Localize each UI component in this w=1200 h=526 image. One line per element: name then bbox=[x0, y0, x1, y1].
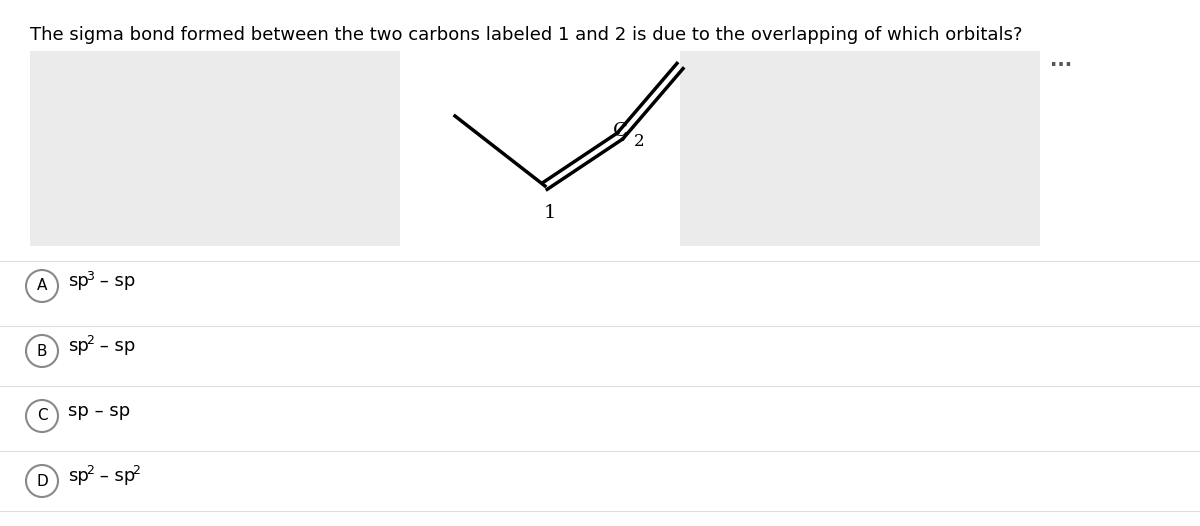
Text: 2: 2 bbox=[132, 464, 140, 478]
Text: sp: sp bbox=[68, 467, 89, 485]
Text: – sp: – sp bbox=[94, 337, 136, 355]
Text: – sp: – sp bbox=[94, 467, 136, 485]
Text: sp: sp bbox=[68, 337, 89, 355]
Text: B: B bbox=[37, 343, 47, 359]
Text: 3: 3 bbox=[86, 269, 94, 282]
Text: The sigma bond formed between the two carbons labeled 1 and 2 is due to the over: The sigma bond formed between the two ca… bbox=[30, 26, 1022, 44]
Text: sp: sp bbox=[68, 272, 89, 290]
FancyBboxPatch shape bbox=[680, 51, 1040, 246]
Text: C: C bbox=[612, 122, 628, 140]
Text: sp – sp: sp – sp bbox=[68, 402, 131, 420]
Text: A: A bbox=[37, 278, 47, 294]
Text: 1: 1 bbox=[544, 204, 556, 222]
Text: D: D bbox=[36, 473, 48, 489]
Text: 2: 2 bbox=[86, 335, 94, 348]
Text: ...: ... bbox=[1050, 51, 1072, 70]
Text: 2: 2 bbox=[634, 133, 644, 149]
Text: – sp: – sp bbox=[94, 272, 136, 290]
FancyBboxPatch shape bbox=[30, 51, 400, 246]
Text: C: C bbox=[37, 409, 47, 423]
Text: 2: 2 bbox=[86, 464, 94, 478]
